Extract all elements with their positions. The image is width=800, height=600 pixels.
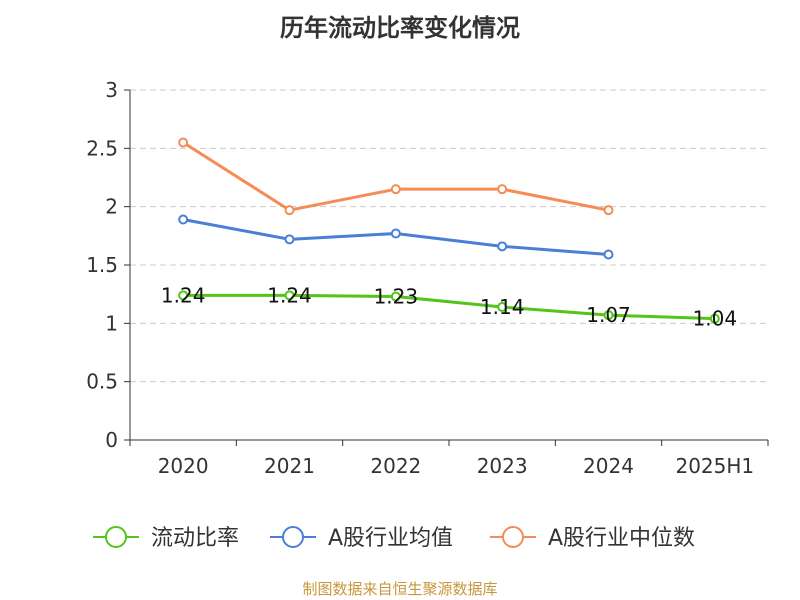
data-point-series-2 [603,205,614,216]
data-label: 1.14 [480,295,525,319]
data-source-note: 制图数据来自恒生聚源数据库 [302,580,498,598]
legend-label: A股行业中位数 [548,526,695,551]
data-point-series-0 [178,290,189,301]
y-tick-label: 1.5 [86,253,118,277]
y-tick-label: 2.5 [86,136,118,160]
data-point-series-2 [178,137,189,148]
x-tick-label: 2020 [158,454,209,478]
series-line-2 [182,141,609,212]
data-point-series-0 [709,313,720,324]
data-point-series-2 [497,184,508,195]
y-tick-label: 1 [105,311,118,335]
y-tick-label: 0.5 [86,370,118,394]
legend-label: A股行业均值 [328,526,453,551]
y-tick-label: 2 [105,195,118,219]
legend-marker-2 [502,526,524,548]
data-label: 1.23 [374,285,419,309]
data-point-series-0 [390,291,401,302]
data-point-series-1 [284,234,295,245]
data-point-series-2 [390,184,401,195]
data-point-series-0 [603,310,614,321]
chart-title: 历年流动比率变化情况 [280,14,520,42]
data-point-series-1 [497,241,508,252]
data-point-series-1 [178,214,189,225]
data-label: 1.24 [267,283,312,307]
y-tick-label: 3 [105,78,118,102]
data-label: 1.04 [693,307,738,331]
series-line-0 [183,293,715,321]
x-tick-label: 2024 [583,454,634,478]
data-point-series-0 [284,290,295,301]
x-tick-label: 2025H1 [675,454,754,478]
y-tick-label: 0 [105,428,118,452]
legend-label: 流动比率 [151,526,239,551]
x-tick-label: 2022 [370,454,421,478]
data-point-series-0 [497,302,508,312]
data-label: 1.24 [161,283,206,307]
legend-marker-1 [282,526,304,548]
x-tick-label: 2023 [477,454,528,478]
x-tick-label: 2021 [264,454,315,478]
data-label: 1.07 [586,303,631,327]
data-point-series-1 [603,249,614,260]
data-point-series-1 [390,228,401,239]
legend-marker-0 [105,526,127,548]
data-point-series-2 [284,205,295,216]
